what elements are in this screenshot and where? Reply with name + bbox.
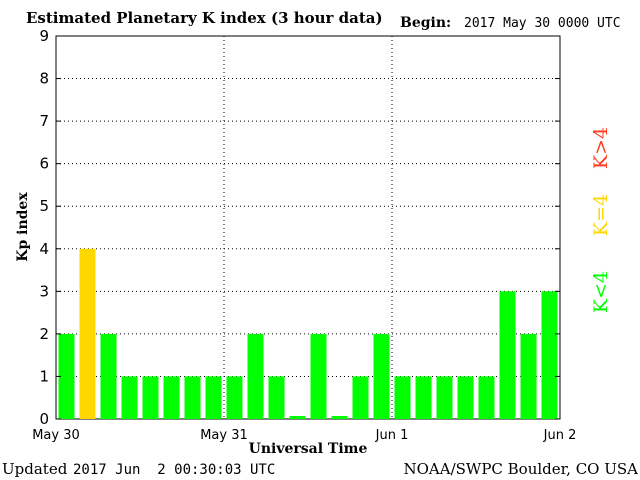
kp-bar [373, 333, 390, 419]
kp-bar [163, 376, 180, 419]
legend-below-4: K<4 [590, 271, 612, 313]
kp-bar [394, 376, 411, 419]
x-axis-title: Universal Time [249, 441, 368, 457]
kp-bar [352, 376, 369, 419]
y-tick-label: 0 [39, 410, 49, 428]
begin-value: 2017 May 30 0000 UTC [464, 16, 621, 31]
kp-bar [100, 333, 117, 419]
y-tick-label: 2 [39, 325, 49, 343]
kp-bar [58, 333, 75, 419]
plot-area [55, 35, 561, 420]
kp-bar [499, 291, 516, 419]
kp-bar [184, 376, 201, 419]
source-credit: NOAA/SWPC Boulder, CO USA [403, 460, 638, 478]
begin-label: Begin: [400, 15, 451, 31]
x-tick-label: May 31 [200, 428, 248, 443]
bar-series [58, 248, 558, 419]
updated-label: Updated [2, 460, 68, 478]
y-tick-label: 4 [39, 240, 49, 258]
kp-bar [457, 376, 474, 419]
kp-bar [331, 416, 348, 419]
legend-above-4: K>4 [590, 127, 612, 169]
y-tick-label: 5 [39, 197, 49, 215]
kp-bar [478, 376, 495, 419]
kp-bar [247, 333, 264, 419]
y-tick-label: 8 [39, 70, 49, 88]
kp-bar [541, 291, 558, 419]
y-axis-title: Kp index [15, 192, 31, 262]
x-tick-label: Jun 1 [375, 428, 409, 443]
y-tick-label: 9 [39, 27, 49, 45]
y-tick-label: 1 [39, 367, 49, 385]
kp-bar [121, 376, 138, 419]
x-tick-label: May 30 [32, 428, 80, 443]
kp-bar [142, 376, 159, 419]
kp-bar [520, 333, 537, 419]
y-tick-label: 6 [39, 155, 49, 173]
x-tick-label: Jun 2 [543, 428, 577, 443]
kp-bar [415, 376, 432, 419]
kp-bar [310, 333, 327, 419]
kp-bar [436, 376, 453, 419]
y-tick-label: 7 [39, 112, 49, 130]
chart-title: Estimated Planetary K index (3 hour data… [26, 9, 383, 27]
x-axis-ticks: May 30 May 31 Jun 1 Jun 2 [32, 428, 576, 443]
kp-bar [268, 376, 285, 419]
gridlines [56, 36, 560, 419]
kp-bar [205, 376, 222, 419]
legend-equal-4: K=4 [590, 194, 612, 236]
updated-timestamp: 2017 Jun 2 00:30:03 UTC [73, 462, 275, 478]
kp-bar [226, 376, 243, 419]
kp-bar [79, 248, 96, 419]
kp-bar [289, 416, 306, 419]
y-axis-ticks: 0 1 2 3 4 5 6 7 8 9 [39, 27, 560, 428]
y-tick-label: 3 [39, 282, 49, 300]
